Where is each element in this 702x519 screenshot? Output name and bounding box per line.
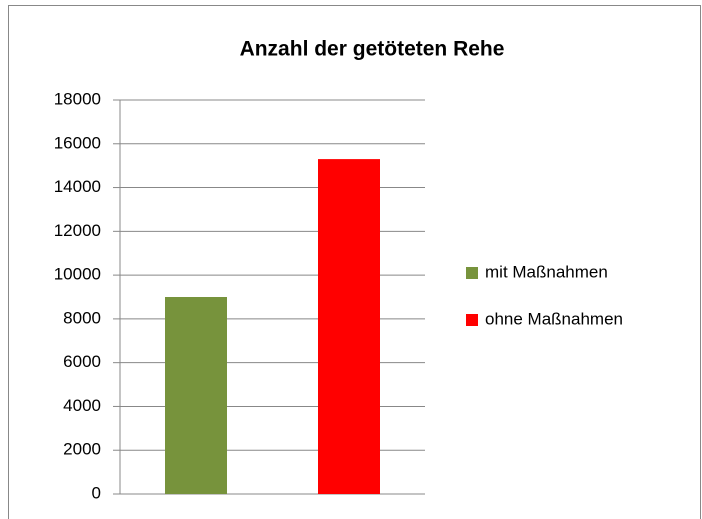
y-tick-label: 12000 xyxy=(54,221,101,240)
y-tick-label: 10000 xyxy=(54,265,101,284)
legend-swatch xyxy=(466,267,478,279)
y-tick-label: 14000 xyxy=(54,177,101,196)
y-tick-label: 8000 xyxy=(63,308,101,327)
y-tick-label: 2000 xyxy=(63,440,101,459)
bar xyxy=(318,159,380,494)
chart-title: Anzahl der getöteten Rehe xyxy=(240,38,505,61)
legend-label: ohne Maßnahmen xyxy=(485,309,623,328)
y-tick-label: 0 xyxy=(92,483,101,502)
legend-swatch xyxy=(466,314,478,326)
bar xyxy=(165,297,227,494)
legend-label: mit Maßnahmen xyxy=(485,262,608,281)
y-tick-label: 6000 xyxy=(63,352,101,371)
y-tick-label: 16000 xyxy=(54,133,101,152)
y-tick-label: 18000 xyxy=(54,89,101,108)
y-tick-label: 4000 xyxy=(63,396,101,415)
